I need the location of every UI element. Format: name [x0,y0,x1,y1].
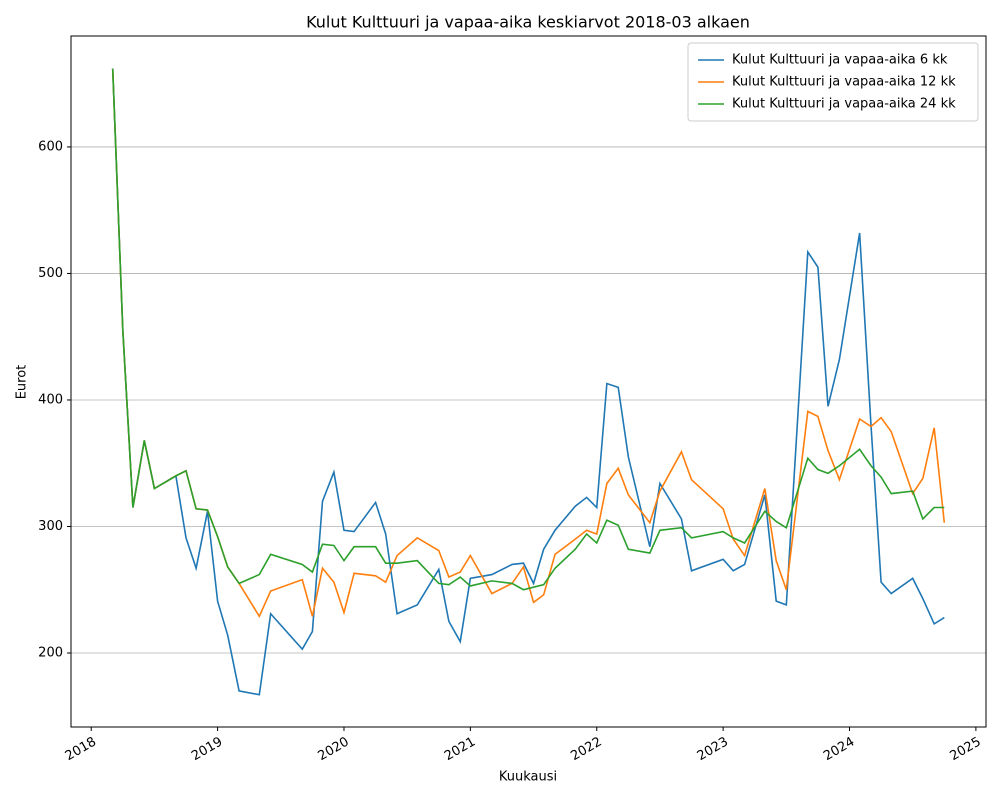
y-axis-label: Eurot [15,365,30,400]
x-tick-label: 2020 [316,735,352,765]
chart-title: Kulut Kulttuuri ja vapaa-aika keskiarvot… [306,13,750,32]
x-tick-label: 2018 [63,735,99,765]
series-line [111,68,946,619]
y-tick-label: 600 [38,139,63,154]
x-tick-label: 2022 [568,735,604,765]
legend-label: Kulut Kulttuuri ja vapaa-aika 12 kk [732,75,956,90]
y-tick-label: 200 [38,645,63,660]
legend-label: Kulut Kulttuuri ja vapaa-aika 6 kk [732,53,948,68]
legend-box [687,42,979,122]
y-tick-label: 500 [38,266,63,281]
plot-frame [70,35,987,728]
legend-label: Kulut Kulttuuri ja vapaa-aika 24 kk [732,97,956,112]
x-tick-label: 2025 [947,735,983,765]
x-axis-label: Kuukausi [499,770,557,785]
y-tick-label: 400 [38,392,63,407]
x-tick-label: 2023 [695,735,731,765]
series-line [111,68,945,591]
x-tick-label: 2021 [442,735,478,765]
series-line [111,68,945,696]
x-tick-label: 2019 [189,735,225,765]
y-tick-label: 300 [38,519,63,534]
x-tick-label: 2024 [821,735,857,765]
